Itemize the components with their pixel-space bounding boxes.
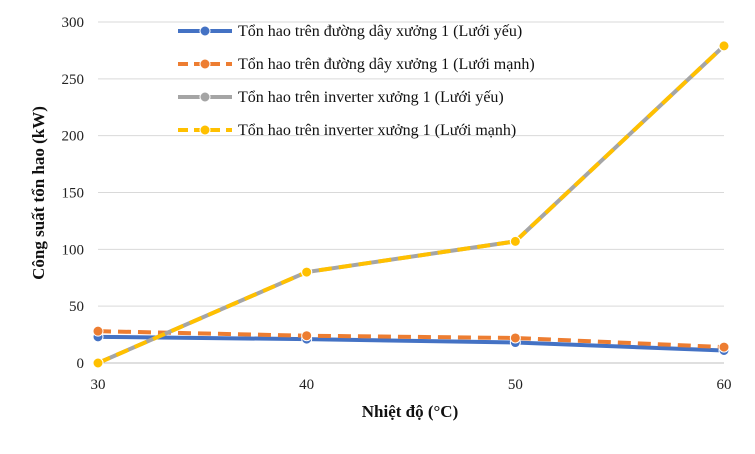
data-point [301, 330, 313, 342]
data-point [509, 235, 521, 247]
data-point [301, 266, 313, 278]
y-tick-label: 0 [77, 356, 85, 372]
legend-marker-4 [199, 124, 211, 136]
y-tick-label: 150 [62, 186, 85, 202]
y-tick-label: 300 [62, 15, 85, 31]
series-line-1 [97, 334, 725, 353]
data-point [509, 332, 521, 344]
legend-label-2: Tổn hao trên đường dây xưởng 1 (Lưới mạn… [238, 56, 535, 73]
tick-labels: 0 50 100 150 200 250 300 30 40 50 60 [62, 15, 732, 393]
legend-label-4: Tổn hao trên inverter xưởng 1 (Lưới mạnh… [238, 122, 516, 139]
gridlines [98, 21, 724, 307]
data-point [92, 325, 104, 337]
x-axis-title: Nhiệt độ (°C) [362, 402, 459, 421]
legend-marker-2 [199, 58, 211, 70]
data-point [718, 40, 730, 52]
legend-label-3: Tổn hao trên inverter xưởng 1 (Lưới yếu) [238, 89, 504, 106]
series-line-4 [97, 44, 726, 365]
series-lines [97, 44, 726, 365]
legend-label-1: Tổn hao trên đường dây xưởng 1 (Lưới yếu… [238, 23, 522, 40]
series-markers [92, 40, 730, 369]
y-tick-label: 250 [62, 72, 85, 88]
series-line-2 [97, 329, 725, 350]
legend: Tổn hao trên đường dây xưởng 1 (Lưới yếu… [178, 23, 535, 139]
data-point [718, 341, 730, 353]
y-tick-label: 50 [69, 299, 84, 315]
y-tick-label: 200 [62, 129, 85, 145]
legend-marker-3 [199, 91, 211, 103]
data-point [92, 357, 104, 369]
x-tick-label: 30 [91, 377, 106, 393]
x-tick-label: 50 [508, 377, 523, 393]
x-tick-label: 60 [717, 377, 732, 393]
y-tick-label: 100 [62, 242, 85, 258]
x-tick-label: 40 [299, 377, 314, 393]
legend-marker-1 [199, 25, 211, 37]
y-axis-title: Công suất tổn hao (kW) [29, 106, 48, 280]
